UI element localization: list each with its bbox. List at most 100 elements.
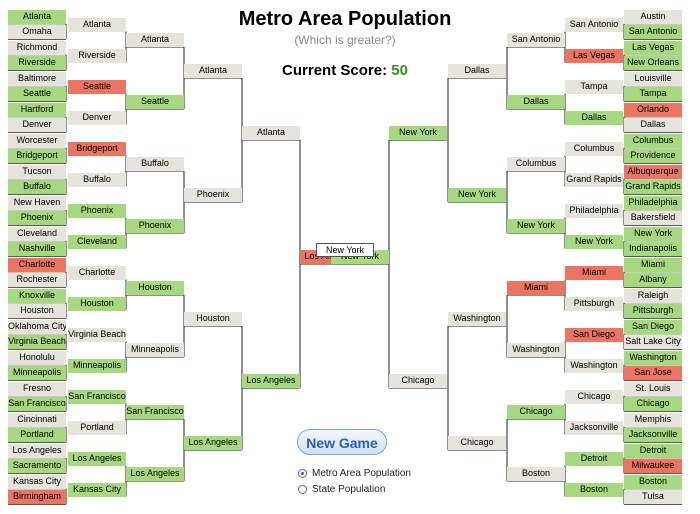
right-r5-team-slot[interactable]: New York — [389, 126, 447, 140]
left-r1-team-slot[interactable]: Seattle — [8, 87, 66, 102]
right-r1-team-slot[interactable]: Dallas — [624, 118, 682, 133]
left-r1-team-slot[interactable]: Los Angeles — [8, 443, 66, 458]
left-r1-team-slot[interactable]: Bridgeport — [8, 149, 66, 164]
right-r1-team-slot[interactable]: Milwaukee — [624, 459, 682, 474]
right-r4-team-slot[interactable]: Dallas — [448, 64, 506, 78]
left-r1-team-slot[interactable]: Atlanta — [8, 9, 66, 24]
left-r2-team-slot[interactable]: Seattle — [68, 79, 126, 94]
right-r2-team-slot[interactable]: Chicago — [565, 389, 623, 404]
right-r3-team-slot[interactable]: Washington — [507, 343, 565, 357]
right-r2-team-slot[interactable]: Tampa — [565, 79, 623, 94]
left-r1-team-slot[interactable]: Tucson — [8, 164, 66, 179]
left-r3-team-slot[interactable]: Phoenix — [126, 219, 184, 233]
left-r1-team-slot[interactable]: Buffalo — [8, 180, 66, 195]
left-r4-team-slot[interactable]: Atlanta — [184, 64, 242, 78]
right-r1-team-slot[interactable]: Indianapolis — [624, 242, 682, 257]
right-r2-team-slot[interactable]: New York — [565, 234, 623, 249]
left-r1-team-slot[interactable]: Virginia Beach — [8, 335, 66, 350]
left-r4-team-slot[interactable]: Los Angeles — [184, 436, 242, 450]
right-r1-team-slot[interactable]: New Orleans — [624, 56, 682, 71]
right-r1-team-slot[interactable]: Washington — [624, 350, 682, 365]
left-r3-team-slot[interactable]: Seattle — [126, 95, 184, 109]
right-r3-team-slot[interactable]: New York — [507, 219, 565, 233]
right-r2-team-slot[interactable]: Columbus — [565, 141, 623, 156]
option-metro-area[interactable]: Metro Area Population — [298, 468, 411, 479]
right-r1-team-slot[interactable]: Louisville — [624, 71, 682, 86]
left-r1-team-slot[interactable]: Richmond — [8, 40, 66, 55]
right-r1-team-slot[interactable]: Salt Lake City — [624, 335, 682, 350]
left-r1-team-slot[interactable]: Phoenix — [8, 211, 66, 226]
left-r4-team-slot[interactable]: Houston — [184, 312, 242, 326]
left-r2-team-slot[interactable]: Denver — [68, 110, 126, 125]
right-r2-team-slot[interactable]: Dallas — [565, 110, 623, 125]
left-r3-team-slot[interactable]: Buffalo — [126, 157, 184, 171]
right-r1-team-slot[interactable]: Albuquerque — [624, 164, 682, 179]
left-r1-team-slot[interactable]: Hartford — [8, 102, 66, 117]
left-r1-team-slot[interactable]: Nashville — [8, 242, 66, 257]
right-r1-team-slot[interactable]: Pittsburgh — [624, 304, 682, 319]
left-r2-team-slot[interactable]: Minneapolis — [68, 358, 126, 373]
right-r3-team-slot[interactable]: Chicago — [507, 405, 565, 419]
right-r1-team-slot[interactable]: Austin — [624, 9, 682, 24]
right-r2-team-slot[interactable]: Jacksonville — [565, 420, 623, 435]
left-r1-team-slot[interactable]: Honolulu — [8, 350, 66, 365]
left-r1-team-slot[interactable]: Oklahoma City — [8, 319, 66, 334]
left-r2-team-slot[interactable]: Kansas City — [68, 482, 126, 497]
left-r1-team-slot[interactable]: Rochester — [8, 273, 66, 288]
right-r2-team-slot[interactable]: Philadelphia — [565, 203, 623, 218]
right-r1-team-slot[interactable]: St. Louis — [624, 381, 682, 396]
left-r1-team-slot[interactable]: Fresno — [8, 381, 66, 396]
left-r2-team-slot[interactable]: Charlotte — [68, 265, 126, 280]
left-r1-team-slot[interactable]: Charlotte — [8, 257, 66, 272]
left-r2-team-slot[interactable]: Houston — [68, 296, 126, 311]
left-r1-team-slot[interactable]: Cleveland — [8, 226, 66, 241]
left-r1-team-slot[interactable]: Knoxville — [8, 288, 66, 303]
right-r3-team-slot[interactable]: Columbus — [507, 157, 565, 171]
right-r1-team-slot[interactable]: Memphis — [624, 412, 682, 427]
right-r1-team-slot[interactable]: Bakersfield — [624, 211, 682, 226]
left-r1-team-slot[interactable]: Cincinnati — [8, 412, 66, 427]
left-r2-team-slot[interactable]: Buffalo — [68, 172, 126, 187]
left-r1-team-slot[interactable]: Baltimore — [8, 71, 66, 86]
right-r1-team-slot[interactable]: Providence — [624, 149, 682, 164]
left-r5-team-slot[interactable]: Los Angeles — [242, 374, 300, 388]
new-game-button[interactable]: New Game — [297, 429, 387, 455]
right-r2-team-slot[interactable]: San Diego — [565, 327, 623, 342]
right-r3-team-slot[interactable]: Miami — [507, 281, 565, 295]
left-r3-team-slot[interactable]: San Francisco — [126, 405, 184, 419]
right-r2-team-slot[interactable]: Miami — [565, 265, 623, 280]
right-r2-team-slot[interactable]: Grand Rapids — [565, 172, 623, 187]
left-r2-team-slot[interactable]: Phoenix — [68, 203, 126, 218]
right-r1-team-slot[interactable]: Orlando — [624, 102, 682, 117]
right-r4-team-slot[interactable]: Washington — [448, 312, 506, 326]
left-r1-team-slot[interactable]: Kansas City — [8, 474, 66, 489]
right-r1-team-slot[interactable]: San Antonio — [624, 25, 682, 40]
right-r1-team-slot[interactable]: Miami — [624, 257, 682, 272]
left-r2-team-slot[interactable]: San Francisco — [68, 389, 126, 404]
option-state[interactable]: State Population — [298, 484, 385, 495]
right-r3-team-slot[interactable]: Boston — [507, 467, 565, 481]
left-r1-team-slot[interactable]: Omaha — [8, 25, 66, 40]
left-r2-team-slot[interactable]: Riverside — [68, 48, 126, 63]
left-r1-team-slot[interactable]: New Haven — [8, 195, 66, 210]
right-r1-team-slot[interactable]: Tulsa — [624, 490, 682, 505]
left-r3-team-slot[interactable]: Houston — [126, 281, 184, 295]
left-r1-team-slot[interactable]: Worcester — [8, 133, 66, 148]
right-r1-team-slot[interactable]: Jacksonville — [624, 428, 682, 443]
right-r2-team-slot[interactable]: Washington — [565, 358, 623, 373]
right-r1-team-slot[interactable]: San Jose — [624, 366, 682, 381]
right-r2-team-slot[interactable]: Pittsburgh — [565, 296, 623, 311]
left-r1-team-slot[interactable]: Minneapolis — [8, 366, 66, 381]
left-r3-team-slot[interactable]: Atlanta — [126, 33, 184, 47]
right-r1-team-slot[interactable]: Albany — [624, 273, 682, 288]
right-r1-team-slot[interactable]: Boston — [624, 474, 682, 489]
left-r3-team-slot[interactable]: Los Angeles — [126, 467, 184, 481]
left-r2-team-slot[interactable]: Cleveland — [68, 234, 126, 249]
right-r2-team-slot[interactable]: San Antonio — [565, 17, 623, 32]
left-r1-team-slot[interactable]: Houston — [8, 304, 66, 319]
right-r1-team-slot[interactable]: Philadelphia — [624, 195, 682, 210]
right-r2-team-slot[interactable]: Detroit — [565, 451, 623, 466]
right-r3-team-slot[interactable]: San Antonio — [507, 33, 565, 47]
left-r1-team-slot[interactable]: Sacramento — [8, 459, 66, 474]
right-r1-team-slot[interactable]: Detroit — [624, 443, 682, 458]
